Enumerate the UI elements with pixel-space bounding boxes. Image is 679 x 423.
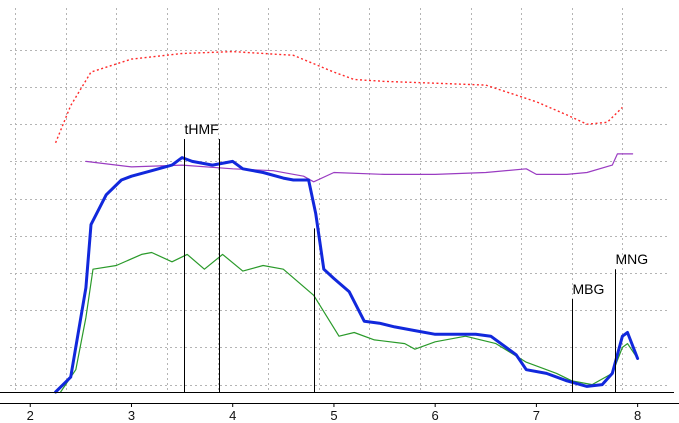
x-tick-label: 2 <box>27 408 34 423</box>
x-tick-label: 3 <box>128 408 135 423</box>
x-tick-label: 5 <box>330 408 337 423</box>
series-line-4 <box>54 156 640 394</box>
x-tick-label: 6 <box>432 408 439 423</box>
x-tick-label: 4 <box>229 408 236 423</box>
chart-grid <box>10 8 668 392</box>
series-line-1 <box>54 50 623 144</box>
x-tick-label: 8 <box>634 408 641 423</box>
marker-lines: tHMF MBG MNG <box>184 121 649 392</box>
marker-label: MBG <box>573 281 605 297</box>
x-tick-label: 7 <box>533 408 540 423</box>
chart-series-layer <box>54 50 640 394</box>
marker-label: tHMF <box>185 121 219 137</box>
x-axis: 2 3 4 5 6 7 8 <box>0 392 679 423</box>
marker-label: MNG <box>616 251 649 267</box>
series-line-2 <box>85 153 634 183</box>
